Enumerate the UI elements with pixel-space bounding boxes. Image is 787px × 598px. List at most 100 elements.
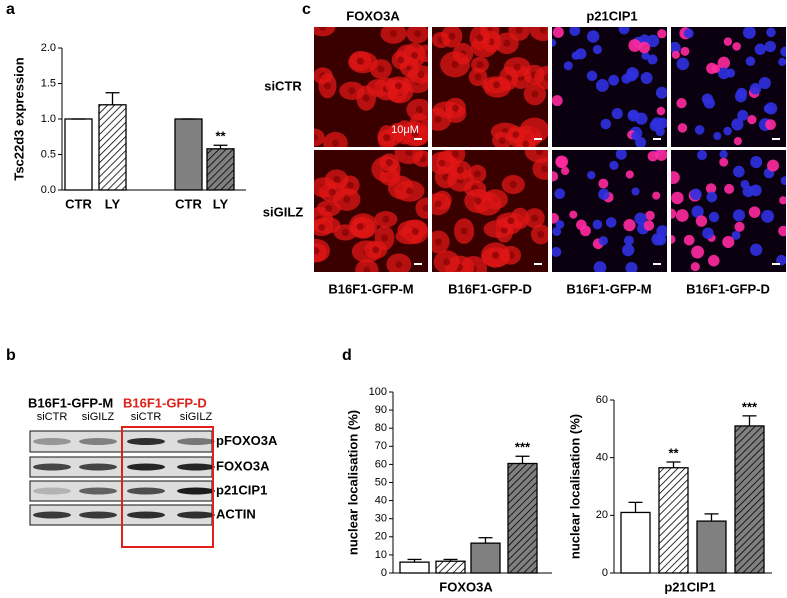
band bbox=[33, 438, 71, 445]
nucleus bbox=[635, 136, 647, 147]
y-tick-label: 80 bbox=[375, 422, 387, 434]
y-tick-label: 60 bbox=[596, 394, 608, 406]
nucleus bbox=[586, 70, 598, 82]
nucleus bbox=[732, 42, 741, 51]
nucleus bbox=[383, 134, 391, 142]
nucleus bbox=[539, 27, 547, 34]
nucleus bbox=[411, 51, 419, 59]
band bbox=[177, 487, 215, 495]
protein-label: ACTIN bbox=[216, 506, 256, 521]
y-tick-label: 70 bbox=[375, 440, 387, 452]
nucleus bbox=[631, 187, 640, 196]
band bbox=[127, 511, 165, 519]
nucleus bbox=[451, 150, 459, 158]
nucleus bbox=[641, 51, 650, 60]
nucleus bbox=[434, 238, 442, 246]
cell bbox=[355, 259, 379, 272]
nucleus bbox=[767, 159, 780, 172]
nucleus bbox=[723, 126, 732, 136]
band bbox=[127, 463, 165, 471]
nucleus bbox=[747, 114, 757, 125]
micrographs: 10μM bbox=[314, 27, 786, 272]
nucleus bbox=[417, 71, 425, 79]
nucleus bbox=[474, 197, 482, 205]
panel-label: d bbox=[342, 347, 352, 364]
nucleus bbox=[625, 262, 638, 272]
bar bbox=[435, 560, 466, 574]
x-axis-label: p21CIP1 bbox=[664, 579, 715, 594]
nucleus bbox=[776, 254, 786, 266]
nucleus bbox=[643, 220, 655, 231]
nucleus bbox=[690, 188, 702, 201]
nucleus bbox=[598, 178, 609, 189]
y-tick-label: 50 bbox=[375, 476, 387, 488]
nucleus bbox=[705, 183, 717, 194]
nucleus bbox=[734, 221, 745, 232]
nucleus bbox=[763, 104, 773, 114]
band bbox=[33, 511, 71, 519]
stain-label: p21CIP1 bbox=[586, 8, 637, 23]
nucleus bbox=[474, 73, 482, 81]
y-tick-label: 60 bbox=[375, 458, 387, 470]
nucleus bbox=[683, 28, 694, 39]
blot-lane: siGILZ bbox=[180, 411, 213, 423]
nucleus bbox=[314, 133, 318, 141]
nucleus bbox=[605, 217, 617, 228]
nucleus bbox=[711, 64, 721, 73]
bar bbox=[620, 511, 651, 574]
nucleus bbox=[625, 170, 634, 179]
cell-line-label: B16F1-GFP-M bbox=[328, 281, 413, 296]
nucleus bbox=[677, 123, 688, 133]
nucleus bbox=[451, 104, 459, 112]
band bbox=[79, 511, 117, 519]
cell bbox=[314, 238, 331, 263]
nucleus bbox=[522, 140, 530, 147]
nucleus bbox=[754, 43, 767, 55]
nucleus bbox=[758, 76, 771, 90]
condition-label: siCTR bbox=[264, 78, 302, 93]
stain-label: FOXO3A bbox=[346, 8, 400, 23]
nucleus bbox=[380, 234, 388, 242]
y-tick-label: 2.0 bbox=[41, 42, 56, 54]
band bbox=[79, 487, 117, 495]
y-tick-label: 90 bbox=[375, 404, 387, 416]
nucleus bbox=[732, 209, 746, 222]
nucleus bbox=[733, 165, 745, 178]
nucleus bbox=[377, 65, 385, 73]
nucleus bbox=[717, 56, 731, 70]
nucleus bbox=[598, 236, 609, 246]
bar bbox=[399, 561, 430, 574]
y-tick-label: 40 bbox=[596, 452, 608, 464]
protein-label: p21CIP1 bbox=[216, 482, 267, 497]
nucleus bbox=[691, 205, 704, 218]
nucleus bbox=[362, 94, 370, 102]
nucleus bbox=[476, 61, 484, 69]
nucleus bbox=[438, 159, 446, 167]
band bbox=[177, 438, 215, 445]
nucleus bbox=[691, 245, 705, 259]
nucleus bbox=[671, 234, 676, 244]
y-tick-label: 20 bbox=[596, 509, 608, 521]
nucleus bbox=[749, 243, 763, 256]
nucleus bbox=[761, 209, 775, 223]
highlight-box bbox=[121, 426, 214, 548]
nucleus bbox=[690, 262, 700, 272]
bar bbox=[98, 104, 127, 191]
nucleus bbox=[652, 191, 661, 200]
significance: ** bbox=[215, 129, 226, 144]
nucleus bbox=[498, 136, 506, 144]
nucleus bbox=[382, 215, 390, 223]
nucleus bbox=[552, 246, 562, 258]
nucleus bbox=[655, 150, 667, 161]
x-tick-label: CTR bbox=[65, 196, 92, 211]
nucleus bbox=[541, 165, 548, 173]
nucleus bbox=[411, 130, 419, 138]
panel-label: b bbox=[6, 347, 16, 364]
blot-lane: siCTR bbox=[131, 411, 162, 423]
nucleus bbox=[552, 95, 563, 107]
bar bbox=[658, 467, 689, 574]
nucleus bbox=[318, 224, 326, 232]
nucleus bbox=[555, 155, 569, 169]
nucleus bbox=[778, 57, 786, 66]
nucleus bbox=[537, 230, 545, 238]
